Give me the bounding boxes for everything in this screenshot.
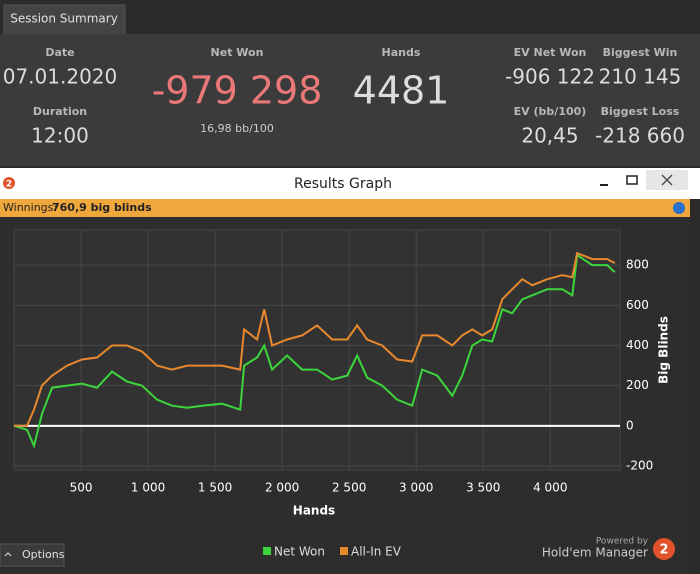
tab-label: Session Summary bbox=[10, 12, 118, 26]
summary-panel bbox=[0, 34, 700, 166]
winnings-label: Winnings: bbox=[3, 201, 57, 214]
stat-label: EV Net Won bbox=[514, 46, 587, 59]
y-tick-label: 400 bbox=[626, 338, 649, 352]
plot-area bbox=[13, 229, 621, 471]
y-tick-label: 600 bbox=[626, 298, 649, 312]
options-label: Options bbox=[22, 548, 65, 561]
stat-label: Hands bbox=[382, 46, 421, 59]
stat-value: -979 298 bbox=[152, 69, 323, 113]
stat-sub: 16,98 bb/100 bbox=[200, 122, 274, 135]
help-icon[interactable] bbox=[673, 202, 685, 214]
options-caret bbox=[4, 552, 12, 557]
powered-by: Powered by bbox=[596, 537, 649, 547]
maximize-button[interactable] bbox=[626, 175, 638, 185]
y-tick-label: 800 bbox=[626, 258, 649, 272]
stat-value: -218 660 bbox=[595, 124, 685, 148]
tab[interactable] bbox=[3, 4, 126, 36]
stat-value: 4481 bbox=[353, 69, 450, 113]
x-tick-label: 1 500 bbox=[198, 481, 232, 495]
brand-logo bbox=[653, 538, 675, 560]
stat-value: 07.01.2020 bbox=[3, 65, 118, 89]
legend-swatch bbox=[263, 547, 271, 555]
stat-label: Biggest Win bbox=[603, 46, 678, 59]
y-tick-label: -200 bbox=[626, 458, 653, 472]
x-tick-label: 1 000 bbox=[131, 481, 165, 495]
stat-label: Duration bbox=[33, 105, 87, 118]
winnings-value: 760,9 big blinds bbox=[52, 201, 152, 214]
close-icon bbox=[661, 174, 673, 186]
x-tick-label: 2 000 bbox=[265, 481, 299, 495]
brand-logo-text: 2 bbox=[659, 543, 668, 558]
stat-value: -906 122 bbox=[505, 65, 595, 89]
y-axis-title: Big Blinds bbox=[657, 316, 671, 384]
options-button[interactable] bbox=[0, 543, 65, 567]
stat-label: EV (bb/100) bbox=[514, 105, 587, 118]
x-tick-label: 3 500 bbox=[466, 481, 500, 495]
window-title: Results Graph bbox=[294, 176, 392, 192]
series-line bbox=[13, 253, 616, 450]
stat-label: Net Won bbox=[211, 46, 264, 59]
series-line bbox=[14, 251, 616, 427]
brand: Hold'em Manager bbox=[542, 546, 648, 560]
window-titlebar bbox=[0, 168, 700, 199]
stat-value: 20,45 bbox=[521, 124, 578, 148]
x-tick-label: 2 500 bbox=[332, 481, 366, 495]
stat-label: Date bbox=[45, 46, 74, 59]
stat-label: Biggest Loss bbox=[601, 105, 680, 118]
legend-label: All-In EV bbox=[351, 545, 402, 559]
x-tick-label: 500 bbox=[70, 481, 93, 495]
winnings-bar bbox=[0, 199, 690, 217]
y-tick-label: 200 bbox=[626, 378, 649, 392]
x-tick-label: 3 000 bbox=[399, 481, 433, 495]
stat-value: 210 145 bbox=[599, 65, 682, 89]
stat-value: 12:00 bbox=[31, 124, 89, 148]
x-tick-label: 4 000 bbox=[533, 481, 567, 495]
legend-swatch bbox=[340, 547, 348, 555]
legend-label: Net Won bbox=[274, 545, 325, 559]
window-icon bbox=[3, 177, 15, 189]
window-icon-text: 2 bbox=[6, 180, 12, 190]
x-axis-title: Hands bbox=[293, 504, 335, 518]
y-tick-label: 0 bbox=[626, 418, 634, 432]
